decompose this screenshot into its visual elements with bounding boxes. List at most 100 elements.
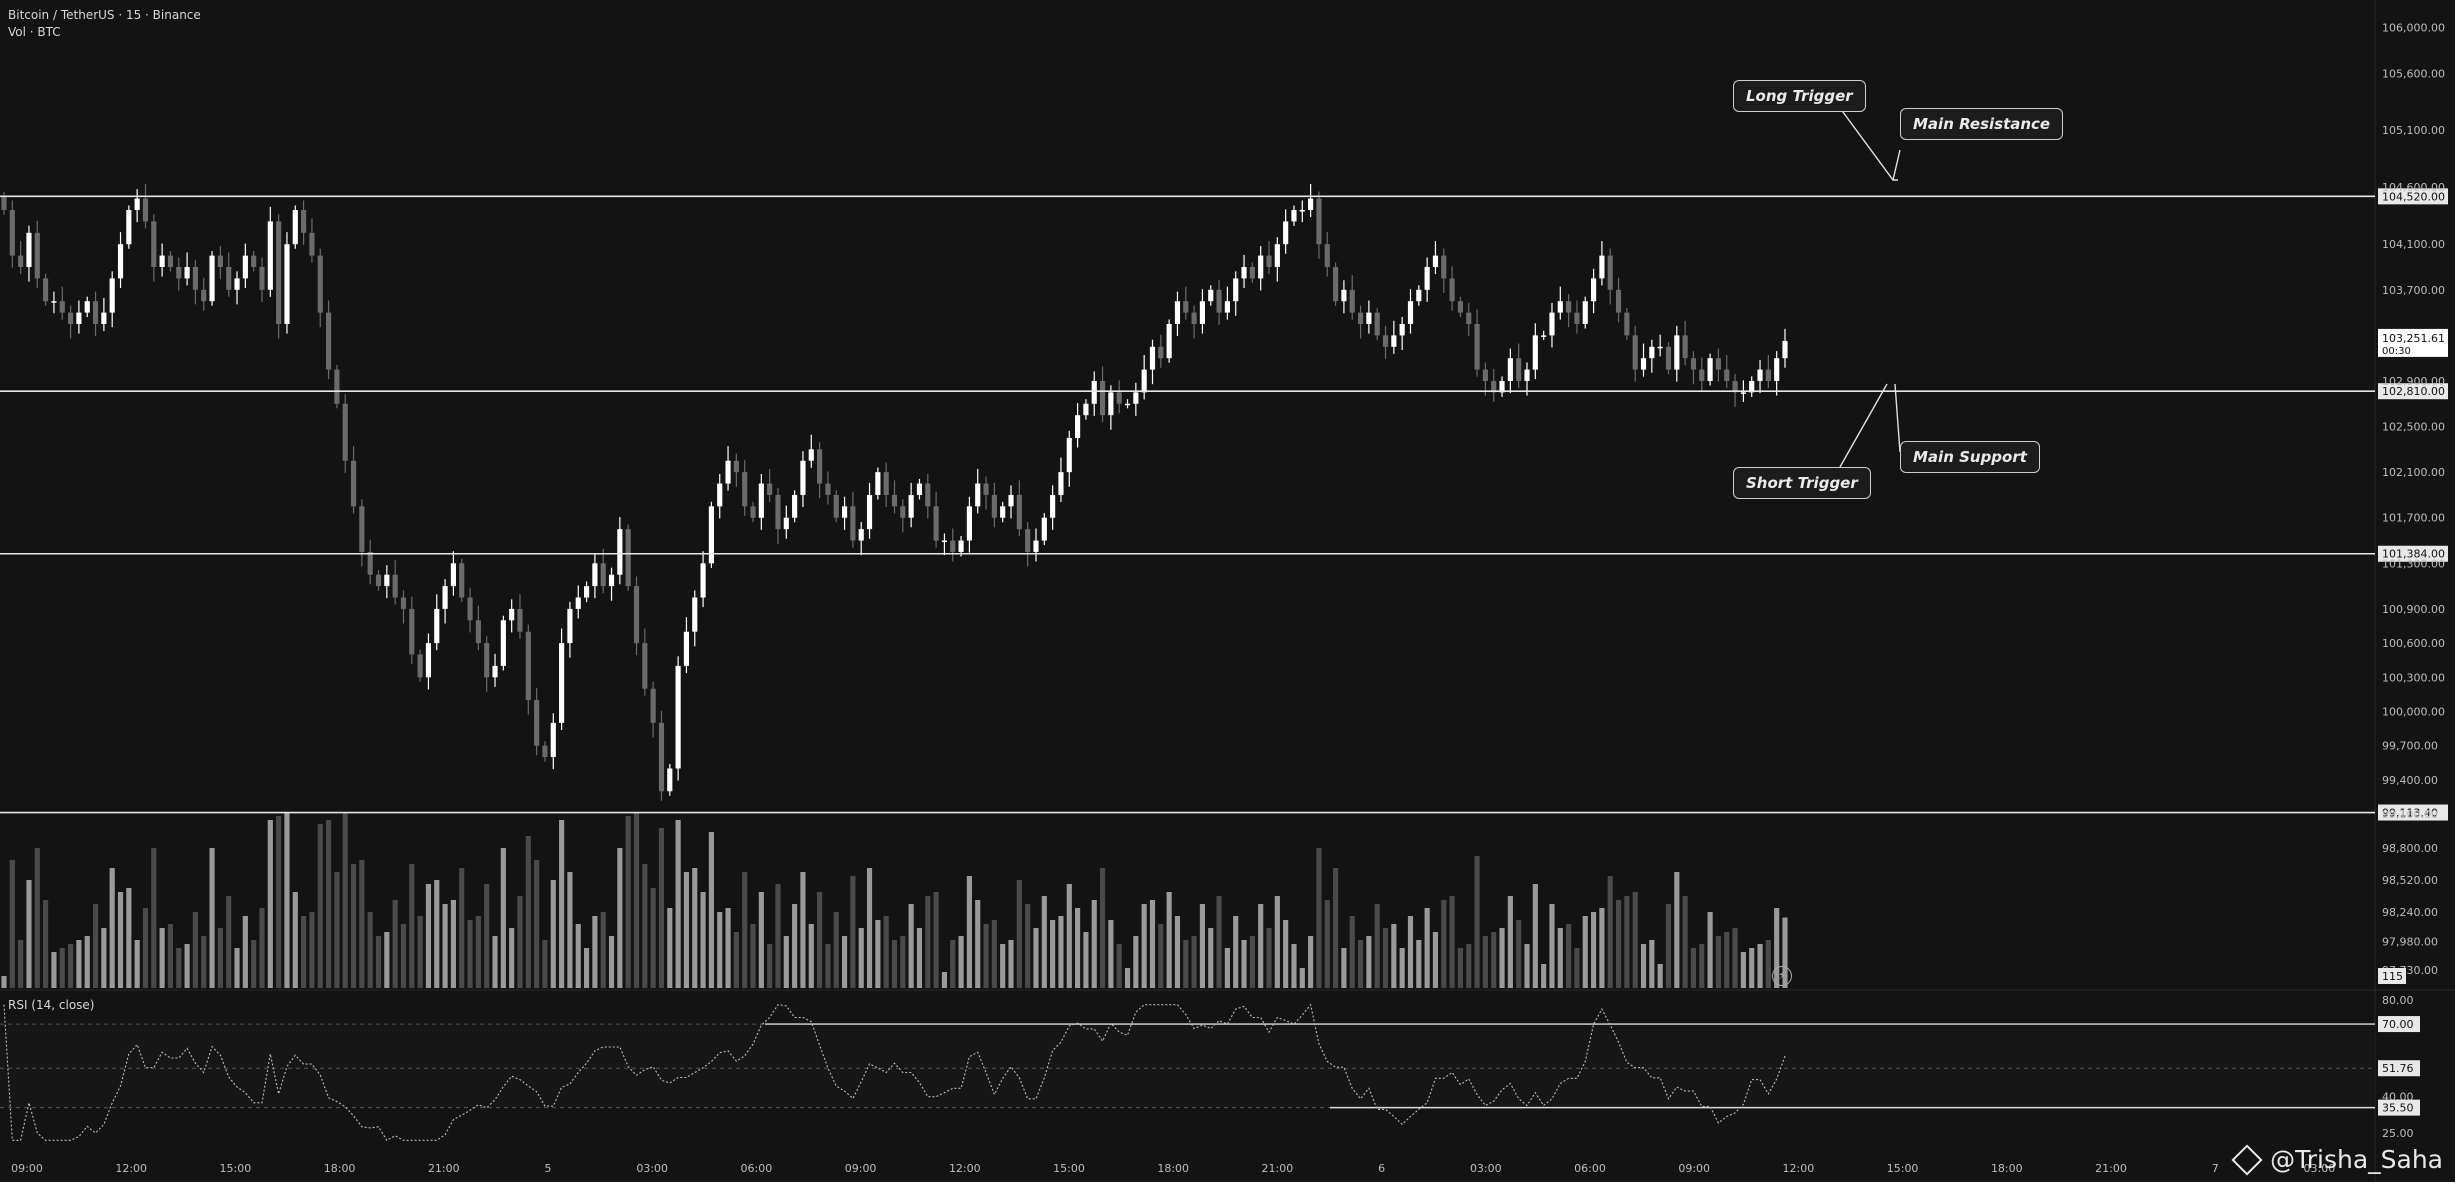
callout-long-trigger[interactable]: Long Trigger [1733,80,1866,112]
volume-bar [850,876,856,988]
time-tick: 06:00 [741,1162,773,1175]
volume-bar [525,836,531,988]
candle-body [142,198,149,222]
candle-body [742,472,748,507]
price-tick: 102,100.00 [2382,466,2445,479]
volume-bar [43,900,49,988]
candle-body [192,267,198,290]
volume-bar [226,896,232,988]
volume-bar [292,892,298,988]
candle-body [134,198,140,211]
volume-bar [1441,900,1447,988]
candle-body [1516,358,1522,381]
candle-body [667,768,673,792]
volume-bar [600,912,606,988]
volume-bar [1582,916,1588,988]
price-tick: 106,000.00 [2382,22,2445,35]
volume-bar [1474,856,1480,988]
level-badge [2378,188,2448,205]
volume-bar [1050,920,1056,988]
volume-bar [1649,940,1655,988]
candle-body [1274,244,1280,268]
callout-main-support[interactable]: Main Support [1900,441,2040,473]
candle-body [958,540,964,552]
candle-body [1008,494,1014,507]
candle-body [184,267,190,279]
volume-bar [1391,924,1397,988]
candle-body [683,631,690,666]
countdown: 00:30 [2382,346,2411,357]
candle-body [1566,301,1572,313]
candle-body [725,460,731,484]
watermark-text: @Trisha_Saha [2270,1145,2443,1174]
candle-body [176,267,182,279]
candle-body [850,506,856,541]
time-tick: 12:00 [949,1162,981,1175]
candle-body [409,608,415,655]
candle-body [550,722,556,758]
candle-body [284,244,290,324]
lightning-icon[interactable]: ⚡ [1772,966,1792,986]
volume-bar [267,820,273,988]
price-tick: 104,600.00 [2382,181,2445,194]
candle-body [1707,358,1713,381]
volume-bar [1299,968,1305,988]
candle-body [26,232,32,268]
watermark: @Trisha_Saha [2231,1143,2443,1176]
volume-bar [1208,928,1214,988]
volume-bar [658,828,665,988]
volume-bar [925,896,931,988]
candle-body [817,449,823,484]
volume-bar [375,936,382,988]
volume-bar [1258,904,1264,988]
time-tick: 12:00 [1783,1162,1815,1175]
volume-bar [1715,936,1722,988]
candle-body [1283,221,1289,245]
price-tick: 100,300.00 [2382,671,2445,684]
volume-bar [1682,896,1688,988]
candle-body [1557,301,1563,313]
callout-main-resistance[interactable]: Main Resistance [1900,108,2064,140]
volume-badge: 115 [2382,970,2403,983]
volume-bar [1308,936,1314,988]
candle-body [1083,403,1089,416]
volume-bar [109,868,115,988]
candle-body [1466,312,1472,324]
candle-body [442,586,448,609]
candle-body [425,643,432,678]
candle-body [1407,301,1414,324]
volume-bar [242,916,248,988]
time-tick: 12:00 [115,1162,147,1175]
callout-short-trigger[interactable]: Short Trigger [1733,467,1871,499]
last-price: 103,251.61 [2382,332,2445,345]
volume-bar [34,848,40,988]
candle-body [1774,358,1780,381]
time-tick: 03:00 [2304,1162,2336,1175]
candle-body [866,494,873,530]
volume-bar [1357,940,1364,988]
candle-body [1124,403,1131,406]
candle-body [1682,335,1688,359]
candle-body [542,745,548,758]
volume-bar [933,892,939,988]
pointer-resistance [1892,149,1901,181]
volume-bar [126,888,132,988]
candle-body [708,506,714,564]
volume-bar [1099,868,1106,988]
volume-bar [325,820,332,988]
candle-body [226,267,232,290]
candle-body [59,301,65,313]
candle-body [891,494,898,507]
volume-bar [201,936,207,988]
candle-body [1241,267,1247,279]
volume-bar [1025,904,1031,988]
candle-body [1025,529,1031,552]
volume-bar [1407,916,1414,988]
candle-body [242,255,248,279]
candle-body [309,232,315,256]
candle-body [201,289,207,302]
volume-bar [975,900,981,988]
volume-bar [18,940,24,988]
volume-bar [159,928,165,988]
